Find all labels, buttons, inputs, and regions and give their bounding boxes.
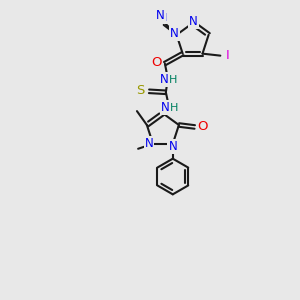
Text: N: N <box>189 15 198 28</box>
Text: O: O <box>152 56 162 69</box>
Text: N: N <box>160 101 169 114</box>
Text: N: N <box>145 137 153 150</box>
Text: N: N <box>160 73 168 86</box>
Text: S: S <box>136 84 144 97</box>
Text: N: N <box>168 140 177 153</box>
Text: H: H <box>169 103 178 113</box>
Text: N: N <box>158 13 167 23</box>
Text: N: N <box>170 27 179 40</box>
Text: I: I <box>225 49 229 62</box>
Text: N: N <box>156 8 165 22</box>
Text: O: O <box>197 121 208 134</box>
Text: H: H <box>169 75 177 85</box>
